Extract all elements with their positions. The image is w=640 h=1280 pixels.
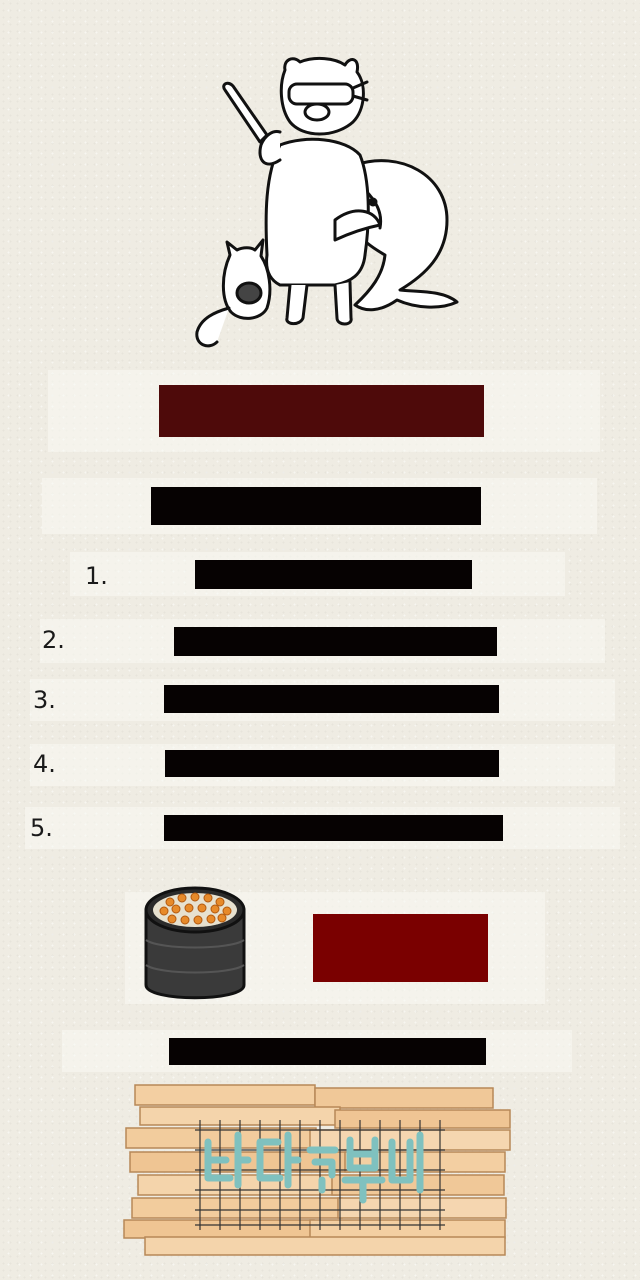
list-item-redaction <box>174 627 497 656</box>
list-item-redaction <box>164 815 503 841</box>
list-item-redaction <box>165 750 499 777</box>
promo-block <box>313 914 488 982</box>
list-item-redaction <box>195 560 472 589</box>
list-item-number: 1. <box>85 562 108 590</box>
list-item-number: 5. <box>30 814 53 842</box>
caption-redaction <box>169 1038 486 1065</box>
pig-diver-dolphin-cat-illustration <box>195 56 459 348</box>
title-banner <box>159 385 484 437</box>
wooden-sign-logo <box>123 1084 511 1256</box>
list-item-number: 2. <box>42 626 65 654</box>
list-item-redaction <box>164 685 499 713</box>
list-item-number: 4. <box>33 750 56 778</box>
gimbap-roll-icon <box>144 886 246 1000</box>
subtitle-redaction <box>151 487 481 525</box>
list-item-number: 3. <box>33 686 56 714</box>
